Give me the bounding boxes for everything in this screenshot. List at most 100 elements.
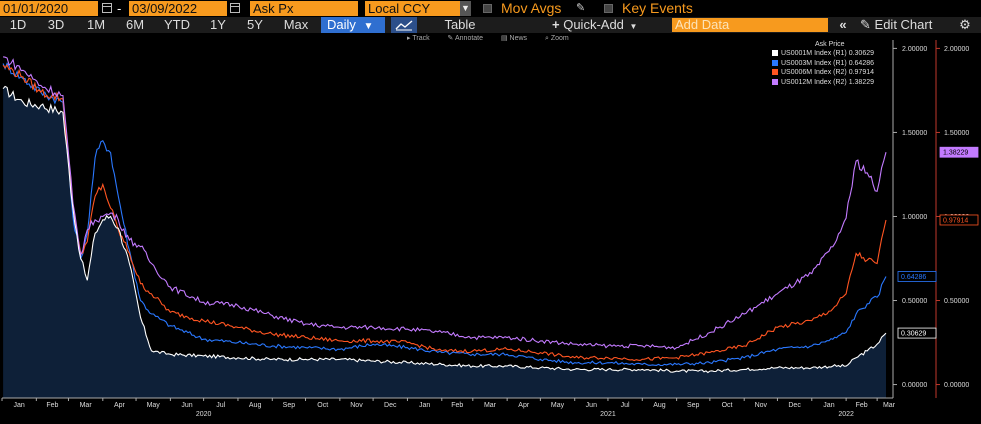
collapse-icon[interactable]: « [839,17,847,32]
y-tick-label-right: 0.50000 [944,298,969,305]
series-area-fill [3,86,887,399]
x-year-label: 2020 [196,411,212,418]
legend-item: US0003M Index (R1) 0.64286 [772,59,874,69]
x-tick-label: Aug [653,402,666,409]
x-tick-label: Nov [755,402,768,409]
mov-avgs-label: Mov Avgs [501,0,562,16]
news-tool[interactable]: ▤ News [500,35,528,42]
legend-swatch [772,59,778,66]
x-tick-label: Apr [518,402,530,409]
frequency-label: Daily [327,17,356,32]
key-events-label: Key Events [622,0,693,16]
series-line-3 [2,56,887,350]
x-tick-label: Feb [46,402,58,409]
x-tick-label: Aug [249,402,262,409]
end-date-field[interactable]: 03/09/2022 [129,1,227,16]
start-date-field[interactable]: 01/01/2020 [0,1,98,16]
y-tick-label: 0.50000 [902,298,927,305]
field-select[interactable]: Ask Px [250,1,358,16]
x-tick-label: Oct [317,402,328,409]
x-tick-label: Nov [350,402,363,409]
calendar-icon[interactable] [230,3,240,13]
range-1y-button[interactable]: 1Y [210,17,226,32]
last-value-badge [939,146,979,158]
x-tick-label: Jan [823,402,834,409]
x-tick-label: Jul [621,402,630,409]
last-value-badge [939,214,979,226]
x-tick-label: Dec [788,402,801,409]
currency-select[interactable]: Local CCY [365,1,460,16]
x-tick-label: Sep [283,402,296,409]
range-6m-button[interactable]: 6M [125,17,145,32]
quick-add-label: Quick-Add [563,17,624,32]
calendar-icon[interactable] [102,3,112,13]
frequency-select[interactable]: Daily ▼ [321,17,385,33]
key-events-checkbox[interactable] [604,4,613,13]
x-tick-label: Feb [451,402,463,409]
range-1d-button[interactable]: 1D [9,17,27,32]
last-value-label: 0.97914 [943,217,968,224]
x-tick-label: Dec [384,402,397,409]
chart-tools: ▸ Track ✎ Annotate ▤ News ⌕ Zoom [407,34,585,43]
series-line-1 [2,62,887,367]
x-tick-label: Jan [419,402,430,409]
x-tick-label: May [147,402,161,409]
toolbar-top: 01/01/2020 - 03/09/2022 Ask Px Local CCY… [0,0,981,17]
zoom-tool[interactable]: ⌕ Zoom [545,35,569,42]
x-tick-label: Oct [722,402,733,409]
last-value-badge [897,327,937,339]
x-tick-label: Sep [687,402,700,409]
range-3d-button[interactable]: 3D [47,17,65,32]
add-data-input[interactable]: Add Data [672,18,828,32]
last-value-label: 0.30629 [901,331,926,338]
edit-chart-label: Edit Chart [874,17,933,32]
track-tool[interactable]: ▸ Track [407,35,430,42]
legend: US0001M Index (R1) 0.30629 US0003M Index… [772,49,874,87]
range-1m-button[interactable]: 1M [86,17,106,32]
series-line-2 [2,64,887,362]
line-chart-icon[interactable] [391,17,417,33]
x-year-label: 2022 [838,411,854,418]
settings-icon[interactable]: ⚙ [959,17,971,32]
y-tick-label: 1.00000 [902,214,927,221]
chevron-down-icon: ▼ [363,21,374,32]
legend-item: US0001M Index (R1) 0.30629 [772,49,874,59]
range-max-button[interactable]: Max [283,17,309,32]
mov-avgs-checkbox[interactable] [483,4,492,13]
y-tick-label-right: 2.00000 [944,46,969,53]
x-tick-label: Apr [114,402,126,409]
series-line-0 [2,85,887,374]
x-tick-label: Jun [586,402,597,409]
last-value-label: 0.64286 [901,274,926,281]
chevron-down-icon: ▼ [629,22,638,31]
legend-title: Ask Price [815,41,845,48]
pencil-icon[interactable]: ✎ [576,2,586,14]
x-tick-label: Jan [14,402,25,409]
range-ytd-button[interactable]: YTD [164,17,190,32]
legend-item: US0012M Index (R2) 1.38229 [772,78,874,88]
toolbar-bottom: 1D 3D 1M 6M YTD 1Y 5Y Max Daily ▼ Table … [0,17,981,33]
chevron-down-icon[interactable]: ▼ [460,1,471,16]
legend-swatch [772,69,778,76]
plus-icon: + [552,17,560,32]
last-value-badge [897,271,937,282]
edit-chart-button[interactable]: ✎ Edit Chart [860,17,950,33]
legend-swatch [772,78,778,85]
last-value-label: 1.38229 [943,150,968,157]
x-tick-label: Feb [856,402,868,409]
y-tick-label: 1.50000 [902,130,927,137]
quick-add-button[interactable]: + Quick-Add ▼ [552,17,658,33]
y-tick-label-right: 1.50000 [944,130,969,137]
legend-item: US0006M Index (R2) 0.97914 [772,68,874,78]
pencil-icon: ✎ [860,17,871,32]
x-tick-label: Mar [484,402,497,409]
range-5y-button[interactable]: 5Y [247,17,263,32]
y-tick-label: 0.00000 [902,382,927,389]
x-year-label: 2021 [600,411,616,418]
x-tick-label: Mar [80,402,93,409]
annotate-tool[interactable]: ✎ Annotate [447,35,484,42]
date-separator: - [117,1,122,16]
legend-swatch [772,50,778,56]
table-button[interactable]: Table [444,17,476,32]
